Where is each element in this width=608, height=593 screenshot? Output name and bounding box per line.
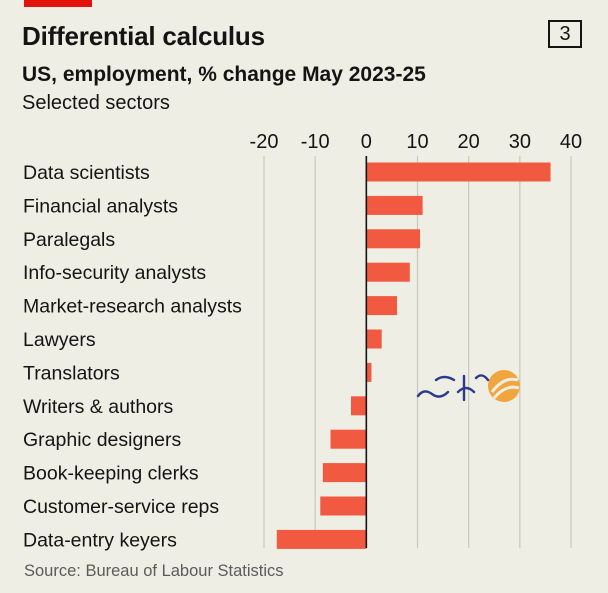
bar bbox=[366, 329, 382, 349]
watermark-logo bbox=[416, 370, 520, 402]
category-label: Data scientists bbox=[23, 162, 150, 184]
bars bbox=[276, 162, 551, 549]
category-label: Writers & authors bbox=[23, 396, 174, 418]
source-note: Source: Bureau of Labour Statistics bbox=[24, 562, 284, 580]
bar bbox=[276, 529, 367, 549]
bar bbox=[366, 362, 372, 382]
bar bbox=[366, 296, 398, 316]
bar bbox=[322, 463, 367, 483]
category-label: Data-entry keyers bbox=[23, 529, 177, 551]
chart-subsubtitle: Selected sectors bbox=[22, 92, 170, 114]
chart-number-badge: 3 bbox=[548, 20, 582, 48]
category-label: Financial analysts bbox=[23, 195, 178, 217]
x-tick-label: -10 bbox=[301, 131, 330, 153]
category-label: Translators bbox=[23, 362, 120, 384]
category-label: Market-research analysts bbox=[23, 296, 242, 318]
x-tick-label: 40 bbox=[560, 131, 582, 153]
accent-bar bbox=[24, 0, 92, 7]
x-axis-ticks: -20 -10 0 10 20 30 40 bbox=[250, 131, 583, 153]
category-label: Info-security analysts bbox=[23, 262, 206, 284]
gridlines bbox=[263, 156, 572, 548]
category-label: Book-keeping clerks bbox=[23, 463, 199, 485]
category-labels: Data scientists Financial analysts Paraleg… bbox=[23, 162, 242, 551]
chart-subtitle: US, employment, % change May 2023-25 bbox=[22, 63, 426, 86]
category-label: Graphic designers bbox=[23, 429, 181, 451]
bar bbox=[350, 396, 367, 416]
x-tick-label: 20 bbox=[458, 131, 480, 153]
x-tick-label: 10 bbox=[406, 131, 428, 153]
bar bbox=[320, 496, 367, 516]
bar bbox=[366, 162, 551, 182]
x-tick-label: 30 bbox=[509, 131, 531, 153]
bar bbox=[366, 262, 410, 282]
bar bbox=[366, 195, 423, 215]
bar bbox=[366, 229, 421, 249]
chart-title: Differential calculus bbox=[22, 21, 265, 51]
bar bbox=[330, 429, 367, 449]
category-label: Lawyers bbox=[23, 329, 96, 351]
category-label: Paralegals bbox=[23, 229, 115, 251]
category-label: Customer-service reps bbox=[23, 496, 219, 518]
x-tick-label: 0 bbox=[361, 131, 372, 153]
x-tick-label: -20 bbox=[250, 131, 279, 153]
